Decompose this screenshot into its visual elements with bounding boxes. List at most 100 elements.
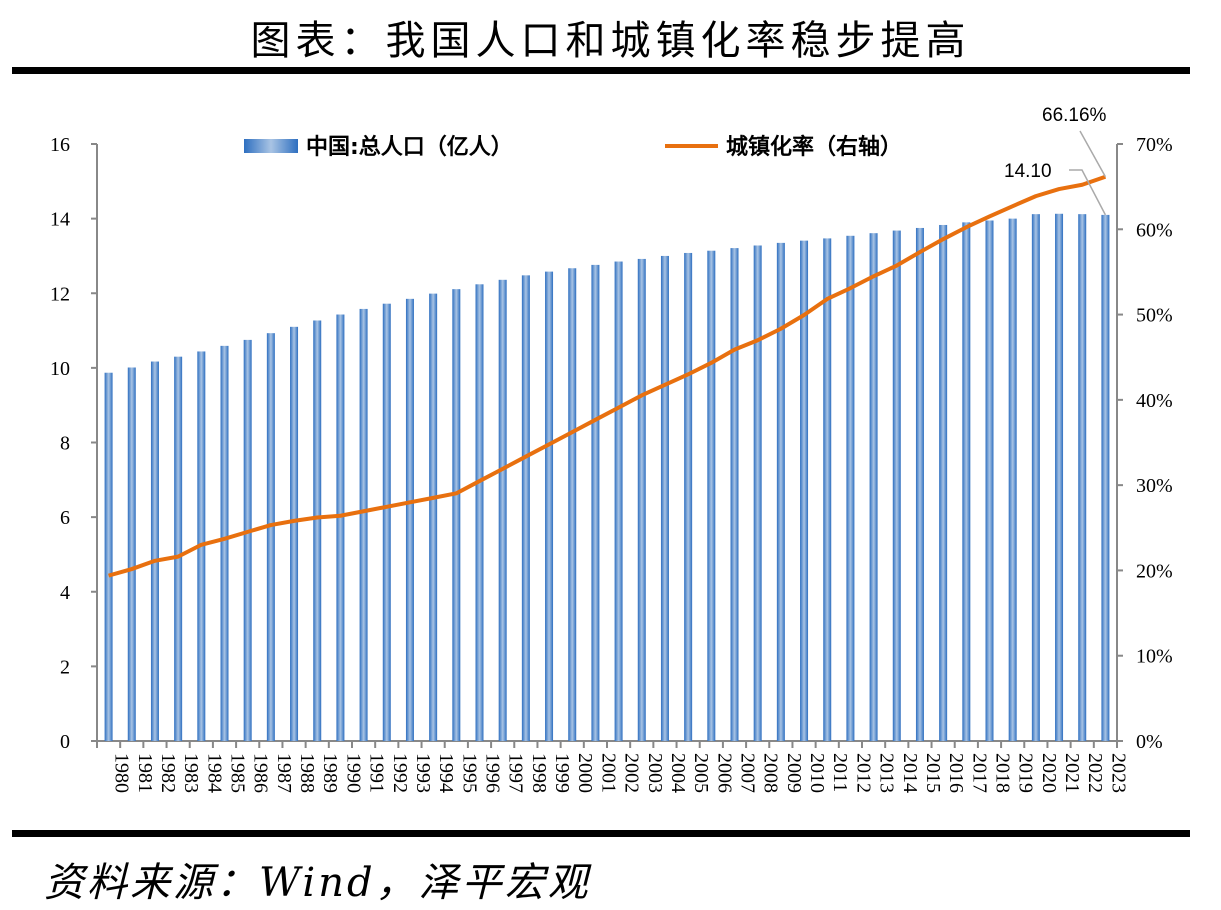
population-bar — [452, 289, 461, 741]
population-bar — [707, 250, 716, 741]
x-tick-label: 2017 — [968, 753, 990, 793]
population-bar — [985, 220, 994, 742]
right-tick-label: 30% — [1136, 475, 1173, 497]
x-tick-label: 1988 — [296, 753, 318, 793]
population-bar — [313, 320, 322, 741]
x-tick-label: 1995 — [458, 753, 480, 793]
x-tick-label: 1991 — [366, 753, 388, 793]
x-tick-label: 2012 — [852, 753, 874, 793]
left-tick-label: 8 — [60, 433, 70, 455]
right-tick-label: 50% — [1136, 305, 1173, 327]
page-title: 图表：我国人口和城镇化率稳步提高 — [250, 18, 971, 64]
population-bar — [962, 222, 971, 741]
left-tick-label: 16 — [50, 134, 70, 156]
x-tick-label: 1980 — [111, 753, 133, 793]
x-tick-label: 2001 — [597, 753, 619, 793]
x-tick-label: 1984 — [203, 753, 225, 793]
x-tick-label: 1993 — [412, 753, 434, 793]
left-tick-label: 4 — [60, 582, 70, 604]
x-tick-label: 1994 — [435, 753, 457, 793]
population-bar — [1008, 218, 1017, 741]
population-bar — [660, 255, 669, 741]
population-bar — [220, 345, 229, 741]
population-bar — [800, 240, 809, 741]
population-bar — [939, 224, 948, 741]
population-bar — [869, 233, 878, 741]
population-bar — [568, 268, 577, 741]
population-bar — [405, 298, 414, 741]
x-tick-label: 1990 — [342, 753, 364, 793]
x-tick-label: 2015 — [922, 753, 944, 793]
annotation-leader-urbanization — [1079, 130, 1107, 178]
annotation-urbanization: 66.16% — [1042, 105, 1107, 126]
x-tick-label: 2011 — [829, 753, 851, 792]
population-bar — [1078, 214, 1087, 741]
population-bar — [127, 367, 136, 741]
right-tick-label: 10% — [1136, 646, 1173, 668]
population-bar — [336, 314, 345, 741]
top-divider — [12, 67, 1190, 74]
left-tick-label: 10 — [50, 358, 70, 380]
x-tick-label: 2023 — [1107, 753, 1129, 793]
population-bar — [498, 279, 507, 741]
legend-label-population: 中国:总人口（亿人） — [306, 134, 513, 160]
population-bar — [1031, 214, 1040, 741]
x-tick-label: 2003 — [644, 753, 666, 793]
population-bar — [243, 339, 252, 741]
x-tick-label: 2007 — [737, 753, 759, 793]
population-bar — [614, 261, 623, 741]
population-bar — [753, 245, 762, 742]
x-tick-label: 2020 — [1038, 753, 1060, 793]
x-tick-label: 1985 — [227, 753, 249, 793]
x-tick-label: 2021 — [1061, 753, 1083, 793]
population-bar — [823, 238, 832, 741]
x-tick-label: 2013 — [876, 753, 898, 793]
x-tick-label: 1992 — [389, 753, 411, 793]
right-tick-label: 70% — [1136, 134, 1173, 156]
population-bar — [150, 361, 159, 741]
population-bar — [776, 242, 785, 742]
population-bar — [475, 284, 484, 741]
x-tick-label: 1998 — [528, 753, 550, 793]
population-bar — [382, 303, 391, 741]
x-tick-label: 1983 — [180, 753, 202, 793]
left-tick-label: 6 — [60, 507, 70, 529]
population-bar — [1101, 214, 1110, 742]
x-tick-label: 2000 — [574, 753, 596, 793]
right-tick-label: 0% — [1136, 731, 1163, 753]
right-tick-label: 60% — [1136, 219, 1173, 241]
left-tick-label: 12 — [50, 283, 70, 305]
x-tick-label: 1999 — [551, 753, 573, 793]
x-tick-label: 2016 — [945, 753, 967, 793]
source-note: 资料来源：Wind，泽平宏观 — [44, 860, 591, 906]
x-tick-label: 2009 — [783, 753, 805, 793]
right-tick-label: 20% — [1136, 560, 1173, 582]
right-tick-label: 40% — [1136, 390, 1173, 412]
left-tick-label: 0 — [60, 731, 70, 753]
annotation-population: 14.10 — [1004, 161, 1052, 182]
annotation-leader-population — [1069, 169, 1107, 216]
x-tick-label: 1997 — [505, 753, 527, 793]
legend-label-urbanization: 城镇化率（右轴） — [726, 134, 902, 160]
population-bar — [684, 252, 693, 741]
x-tick-label: 2018 — [992, 753, 1014, 793]
x-tick-label: 1989 — [319, 753, 341, 793]
x-tick-label: 2005 — [690, 753, 712, 793]
left-tick-label: 2 — [60, 656, 70, 678]
x-tick-label: 2008 — [760, 753, 782, 793]
x-tick-label: 1981 — [134, 753, 156, 793]
population-bar — [266, 333, 275, 741]
population-bar — [846, 235, 855, 741]
bottom-divider — [12, 830, 1190, 837]
x-tick-label: 1996 — [482, 753, 504, 793]
population-bar — [174, 356, 183, 741]
population-bar — [429, 293, 438, 741]
population-bar — [730, 248, 739, 741]
legend-swatch-population — [244, 139, 298, 153]
population-bar — [545, 271, 554, 741]
left-tick-label: 14 — [50, 209, 70, 231]
x-tick-label: 2010 — [806, 753, 828, 793]
x-tick-label: 2002 — [621, 753, 643, 793]
x-tick-label: 2019 — [1015, 753, 1037, 793]
